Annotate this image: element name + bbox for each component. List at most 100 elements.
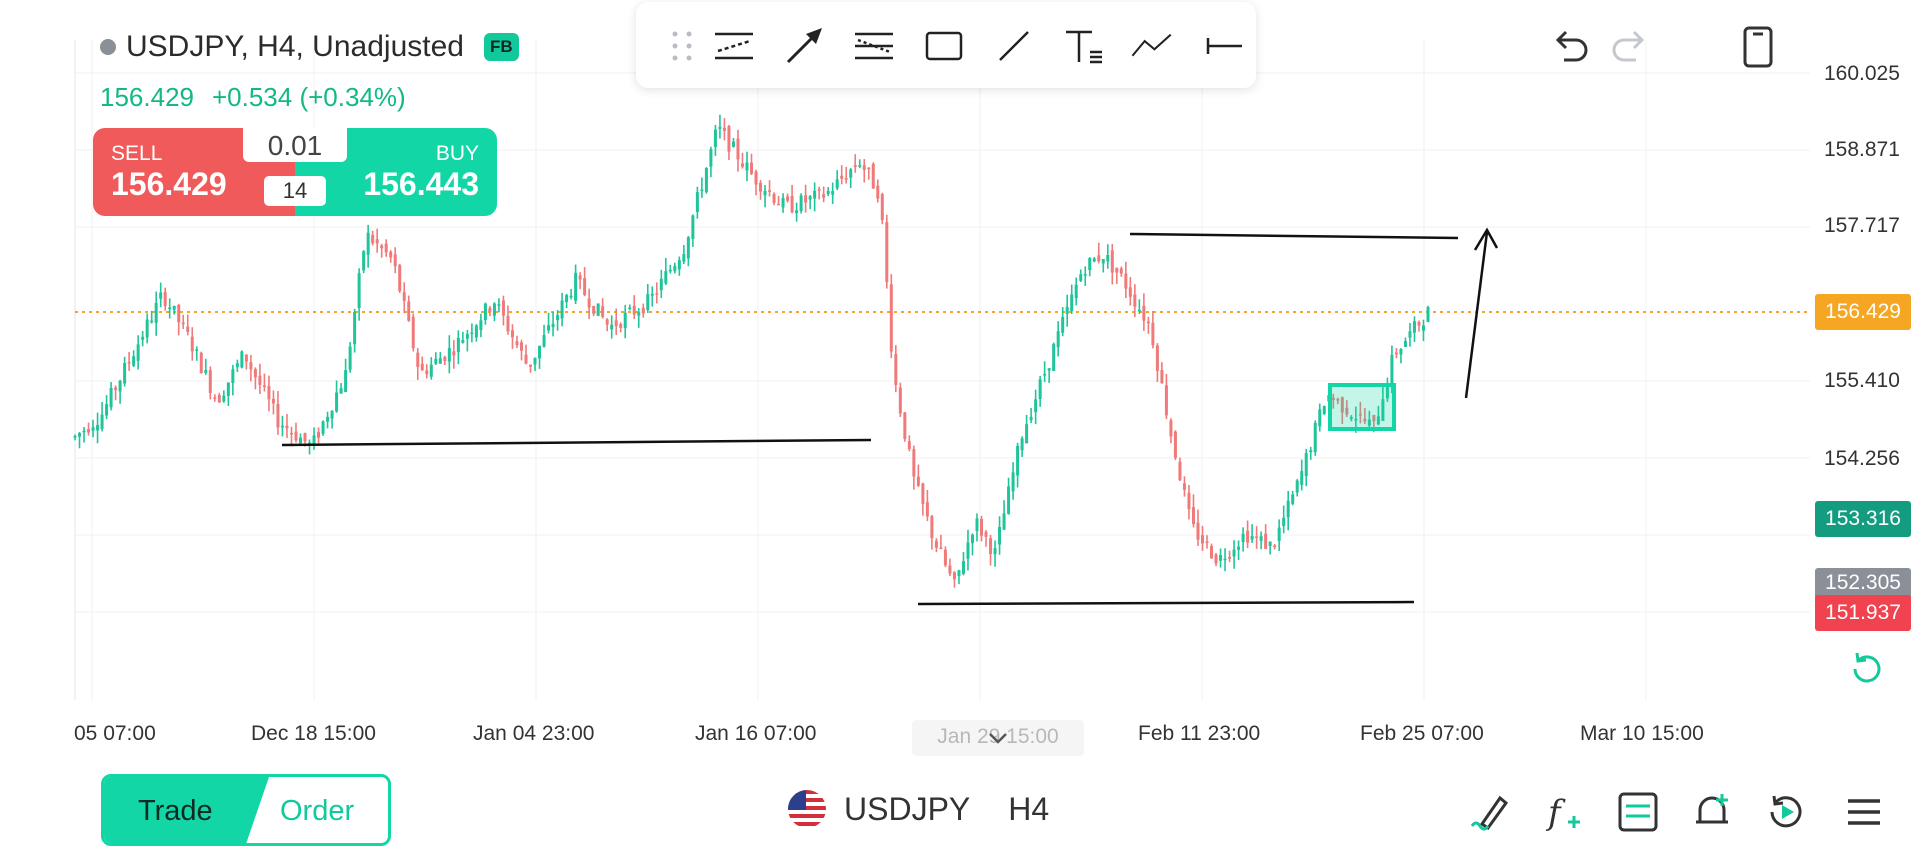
time-axis-label: Feb 11 23:00 [1138,722,1261,745]
candle [907,441,911,449]
candle [691,215,695,239]
candle [199,352,203,374]
candle [1376,416,1380,425]
candle [73,436,77,438]
candle [1408,331,1412,338]
candle [1291,494,1295,504]
resistance-line[interactable] [1129,232,1459,240]
candle [605,319,609,325]
candle [925,502,929,517]
candle [145,319,149,338]
candle [614,320,618,327]
bottom-timeframe[interactable]: H4 [1008,790,1050,827]
buy-button[interactable]: BUY 156.443 [295,128,497,216]
candle [519,342,523,351]
phone-layout-icon[interactable] [1733,22,1783,72]
chevron-down-icon[interactable] [986,730,1010,746]
replay-icon[interactable] [1762,788,1810,836]
candle [461,340,465,343]
time-axis-label: 05 07:00 [74,722,156,745]
candle [253,368,257,378]
candle [267,386,271,400]
candle [840,175,844,179]
redo-icon[interactable] [1604,22,1654,72]
candle [894,354,898,385]
drag-handle-icon[interactable] [660,24,704,68]
candlestick-chart[interactable] [0,0,1920,760]
candle [542,335,546,347]
candle [186,326,190,332]
gray-price-tag: 152.305 [1815,568,1911,598]
rectangle-icon[interactable] [922,24,966,68]
candle [835,179,839,189]
candle [745,162,749,171]
candle [244,354,248,362]
candle [1074,284,1078,299]
price-alert-icon[interactable] [1688,788,1736,836]
candle [768,190,772,192]
price-axis-label: 157.717 [1824,214,1900,237]
candle [380,245,384,249]
candle [844,178,848,180]
candle [127,362,131,364]
candle [366,232,370,255]
candle [998,526,1002,545]
draw-pencil-icon[interactable] [1466,788,1514,836]
candle [804,195,808,203]
market-status-dot [100,39,116,55]
candle [898,387,902,414]
candle [384,243,388,253]
candle [709,149,713,167]
lot-size-input[interactable]: 0.01 [243,128,347,162]
trade-tab[interactable] [104,777,269,843]
candle [132,356,136,366]
text-icon[interactable] [1062,24,1106,68]
candle [718,126,722,129]
time-axis-label: Jan 04 23:00 [473,722,595,745]
candle [556,315,560,321]
time-cursor-label[interactable]: Jan 29 15:00 [912,720,1084,756]
symbol-header[interactable]: USDJPY, H4, Unadjusted FB [100,30,519,64]
channel-icon[interactable] [712,24,756,68]
candle [1246,530,1250,543]
consolidation-box[interactable] [1328,383,1396,431]
support-line-2[interactable] [917,600,1415,606]
candle [668,269,672,272]
candle [750,162,753,174]
candle [650,293,654,296]
menu-icon[interactable] [1840,788,1888,836]
fib-retracement-icon[interactable] [852,24,896,68]
target-arrow-line[interactable] [1464,231,1489,399]
candle [213,397,217,399]
candle [795,210,799,214]
symbol-selector[interactable]: USDJPY H4 [788,790,1049,828]
candle [114,387,118,390]
candle [1088,258,1092,271]
candle [538,345,542,359]
candle [592,305,596,314]
undo-icon[interactable] [1546,22,1596,72]
candle [303,433,307,442]
indicators-fx-icon[interactable]: f [1540,788,1588,836]
trade-widget: SELL 156.429 BUY 156.443 0.01 14 [93,128,497,216]
arrow-icon[interactable] [782,24,826,68]
horizontal-ray-icon[interactable] [1202,24,1246,68]
candle [1201,535,1204,544]
candle [1092,258,1096,262]
candle [858,165,862,167]
order-tab[interactable]: Order [280,795,355,827]
chart-type-icon[interactable] [1614,788,1662,836]
candle [1259,536,1263,541]
support-line-1[interactable] [281,438,872,447]
path-icon[interactable] [1130,24,1174,68]
trend-line-icon[interactable] [992,24,1036,68]
candle [533,357,537,365]
candle [948,565,952,574]
trade-tab-label[interactable]: Trade [138,795,213,827]
candle [989,538,993,555]
candle [754,171,758,185]
reset-chart-icon[interactable] [1845,647,1889,691]
candle [280,425,284,428]
candle [1237,546,1241,550]
